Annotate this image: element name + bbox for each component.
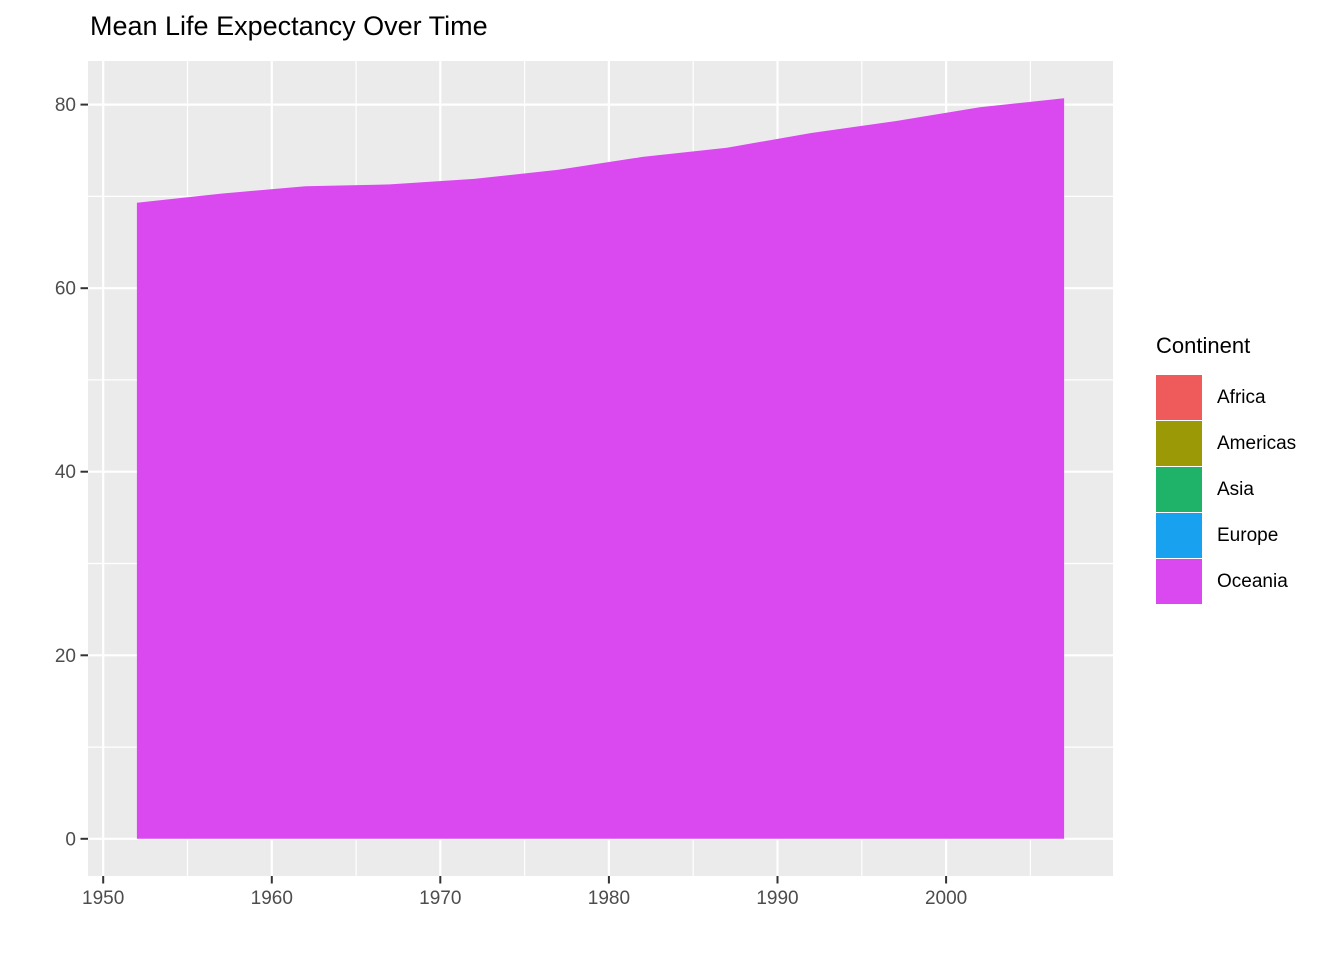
- legend-swatch-europe: [1156, 513, 1202, 558]
- x-tick-label: 1960: [251, 888, 293, 909]
- legend-item-africa: Africa: [1156, 375, 1296, 420]
- legend-item-europe: Europe: [1156, 513, 1296, 558]
- legend-swatch-africa: [1156, 375, 1202, 420]
- legend: Continent Africa Americas Asia Europe Oc…: [1156, 333, 1296, 605]
- legend-item-americas: Americas: [1156, 421, 1296, 466]
- x-tick-label: 1950: [82, 888, 124, 909]
- legend-swatch-oceania: [1156, 559, 1202, 604]
- y-tick-label: 0: [65, 829, 76, 850]
- legend-item-oceania: Oceania: [1156, 559, 1296, 604]
- chart-title: Mean Life Expectancy Over Time: [90, 11, 488, 41]
- legend-label-africa: Africa: [1217, 386, 1266, 408]
- legend-label-asia: Asia: [1217, 478, 1254, 500]
- legend-label-americas: Americas: [1217, 432, 1297, 454]
- y-tick-label: 80: [55, 95, 76, 116]
- legend-label-europe: Europe: [1217, 524, 1279, 546]
- x-tick-label: 1990: [756, 888, 798, 909]
- legend-title: Continent: [1156, 333, 1251, 358]
- legend-item-asia: Asia: [1156, 467, 1296, 512]
- oceania-area: [136, 98, 1065, 839]
- y-tick-label: 40: [55, 462, 76, 483]
- y-tick-label: 60: [55, 279, 76, 300]
- y-tick-label: 20: [55, 646, 76, 667]
- legend-swatch-americas: [1156, 421, 1202, 466]
- x-tick-label: 1970: [419, 888, 461, 909]
- legend-label-oceania: Oceania: [1217, 570, 1288, 592]
- x-tick-label: 1980: [588, 888, 630, 909]
- legend-swatch-asia: [1156, 467, 1202, 512]
- x-tick-label: 2000: [925, 888, 967, 909]
